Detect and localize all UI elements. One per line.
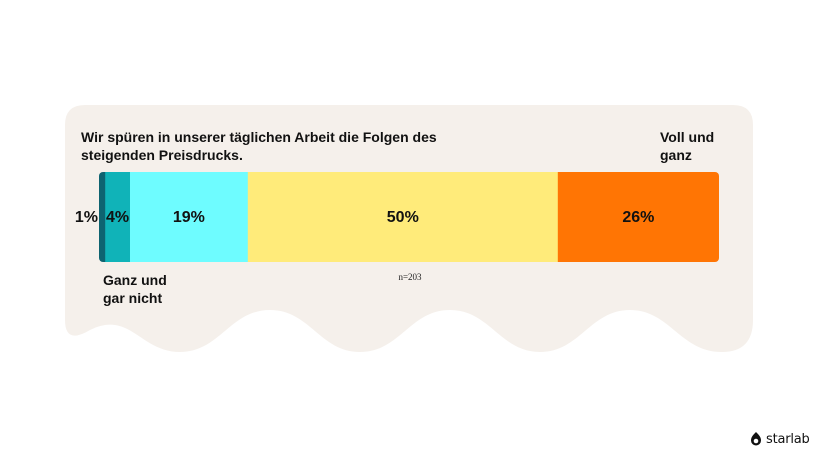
bar-value-label: 4% <box>106 209 129 226</box>
sample-size: n=203 <box>398 272 422 282</box>
starlab-logo-icon <box>751 432 761 446</box>
brand-name: starlab <box>766 431 810 447</box>
bar-value-label: 1% <box>75 209 98 226</box>
question-text: Wir spüren in unserer täglichen Arbeit d… <box>81 129 437 163</box>
bar-value-label: 19% <box>173 209 205 226</box>
bar-segment <box>105 172 131 262</box>
scale-top-label: Voll und ganz <box>660 129 715 163</box>
bar-segment <box>130 172 249 262</box>
bar-segment <box>99 172 106 262</box>
bar-value-label: 26% <box>622 209 654 226</box>
scale-bottom-label: Ganz und gar nicht <box>103 272 167 306</box>
bar-value-label: 50% <box>387 209 419 226</box>
bar-segment <box>557 172 719 262</box>
brand-logo: starlab <box>749 431 810 447</box>
bar-segment <box>247 172 559 262</box>
